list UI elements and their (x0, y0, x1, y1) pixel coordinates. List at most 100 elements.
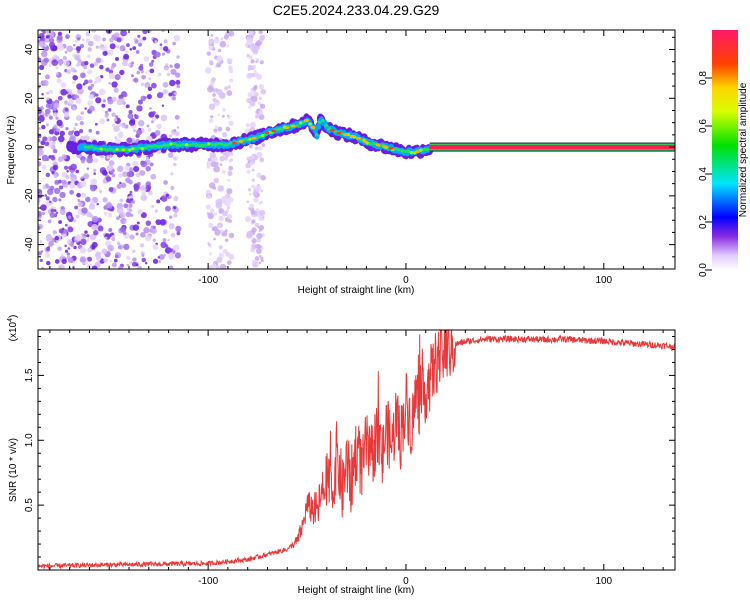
spectrogram-noise-cell (123, 220, 127, 224)
spectrogram-stable-ridge-center (429, 146, 675, 148)
spectrogram-noise-cell (249, 203, 255, 209)
spectrogram-noise-cell (217, 222, 223, 229)
spectrogram-noise-cell (227, 179, 231, 182)
spectrogram-noise-cell (38, 114, 45, 121)
spectrogram-noise-cell (114, 254, 119, 259)
spectrogram-noise-cell (249, 161, 254, 166)
spectrogram-noise-cell (61, 179, 67, 185)
spectrogram-noise-cell (46, 97, 50, 101)
spectrogram-noise-cell (131, 200, 136, 204)
spectrogram-noise-cell (171, 95, 177, 101)
spectrogram-noise-cell (245, 216, 252, 223)
spectrogram-ridge-peak (290, 124, 296, 128)
spectrogram-noise-cell (94, 76, 102, 83)
spectrogram-noise-cell (47, 219, 52, 224)
spectrogram-noise-cell (105, 67, 110, 72)
spectrogram-noise-cell (38, 198, 41, 203)
spectrogram-noise-cell (98, 189, 103, 194)
spectrogram-noise-cell (117, 245, 122, 250)
spectrogram-noise-cell (66, 252, 70, 256)
spectrogram-noise-cell (58, 198, 62, 202)
spectrogram-noise-cell (140, 194, 148, 201)
spectrogram-noise-cell (80, 176, 84, 179)
spectrogram-noise-cell (106, 118, 110, 122)
spectrogram-noise-cell (170, 172, 174, 176)
spectrogram-ridge-core (368, 142, 373, 146)
spectrogram-noise-cell (251, 178, 256, 182)
spectrogram-noise-cell (255, 58, 260, 62)
spectrogram-noise-cell (164, 66, 169, 71)
spectrogram-noise-cell (125, 104, 130, 109)
spectrogram-noise-cell (246, 53, 250, 58)
spectrogram-noise-cell (76, 37, 81, 41)
spectrogram-noise-cell (152, 244, 159, 250)
spectrogram-ridge-core (134, 147, 138, 151)
spectrogram-noise-cell (73, 130, 80, 137)
spectrogram-noise-cell (108, 187, 114, 192)
spectrogram-noise-cell (226, 44, 230, 47)
spectrogram-ridge-core (146, 144, 151, 148)
spectrogram-noise-cell (135, 232, 139, 236)
spectrogram-frame (37, 29, 676, 270)
spectrogram-chart: -100 0 100 -40 -20 0 20 40 Height of straight l… (6, 29, 676, 296)
spectrogram-noise-cell (150, 173, 157, 180)
spectrogram-noise-cell (151, 82, 157, 89)
spectrogram-noise-cell (159, 45, 164, 51)
spectrogram-noise-cell (250, 247, 255, 253)
spectrogram-noise-cell (56, 34, 63, 41)
spectrogram-noise-cell (173, 34, 181, 42)
spectrogram-noise-cell (256, 238, 261, 243)
spectrogram-noise-cell (76, 192, 81, 198)
spectrogram-noise-cell (61, 258, 67, 265)
spectrogram-ridge-core (219, 142, 224, 146)
spectrogram-noise-cell (154, 114, 160, 119)
spectrogram-noise-cell (88, 105, 95, 112)
spectrogram-noise-cell (167, 152, 174, 158)
spectrogram-noise-cell (98, 88, 106, 96)
spectrogram-noise-cell (222, 131, 228, 138)
spectrogram-noise-cell (258, 96, 262, 101)
spectrogram-ridge-peak (362, 140, 368, 143)
spectrogram-noise-cell (129, 261, 132, 265)
spectrogram-y-tick-label: -20 (24, 188, 35, 203)
spectrogram-noise-cell (72, 107, 76, 110)
spectrogram-noise-cell (154, 129, 161, 136)
spectrogram-ridge-core (93, 146, 97, 150)
spectrogram-ridge-core (279, 127, 284, 131)
spectrogram-noise-cell (83, 173, 90, 180)
spectrogram-noise-cell (69, 135, 77, 142)
spectrogram-noise-cell (55, 66, 59, 70)
spectrogram-noise-cell (84, 79, 89, 85)
spectrogram-noise-cell (138, 65, 144, 71)
spectrogram-noise-cell (90, 178, 97, 186)
spectrogram-noise-cell (86, 234, 90, 238)
spectrogram-noise-cell (225, 229, 228, 233)
spectrogram-noise-cell (128, 167, 134, 172)
spectrogram-noise-cell (225, 126, 231, 132)
spectrogram-noise-cell (147, 127, 152, 132)
spectrogram-ridge-core (172, 142, 176, 146)
spectrogram-noise-cell (48, 241, 54, 247)
snr-x-axis-label: Height of straight line (km) (298, 585, 415, 596)
spectrogram-ridge-core (314, 133, 319, 137)
spectrogram-noise-cell (163, 46, 169, 52)
spectrogram-noise-cell (66, 45, 74, 53)
colorbar-tick-label: 0.8 (698, 71, 709, 85)
spectrogram-noise-cell (65, 174, 70, 180)
spectrogram-noise-cell (93, 168, 97, 172)
spectrogram-noise-cell (135, 50, 140, 54)
spectrogram-ridge-core (333, 130, 338, 134)
spectrogram-noise-cell (208, 45, 214, 51)
spectrogram-noise-cell (260, 200, 264, 204)
spectrogram-noise-cell (169, 79, 176, 87)
spectrogram-ridge-core (317, 120, 322, 124)
spectrogram-noise-cell (148, 77, 151, 80)
spectrogram-noise-cell (81, 207, 88, 214)
spectrogram-x-tick-label: -100 (198, 275, 218, 286)
spectrogram-noise-cell (48, 129, 55, 135)
spectrogram-noise-cell (55, 72, 59, 76)
spectrogram-noise-cell (258, 30, 263, 35)
spectrogram-noise-cell (128, 196, 131, 199)
spectrogram-noise-cell (87, 100, 93, 106)
spectrogram-noise-cell (93, 80, 98, 85)
